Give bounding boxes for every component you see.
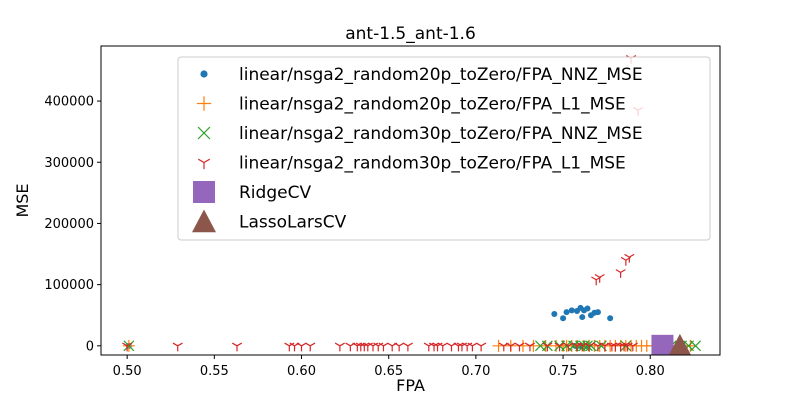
legend-label: linear/nsga2_random20p_toZero/FPA_NNZ_MS… <box>239 65 643 85</box>
data-point <box>539 339 552 352</box>
data-point <box>563 309 570 316</box>
legend-label: RidgeCV <box>239 183 311 203</box>
legend-label: linear/nsga2_random30p_toZero/FPA_L1_MSE <box>239 154 626 174</box>
data-point <box>231 342 243 352</box>
x-tick-label: 0.50 <box>113 364 142 379</box>
y-axis-title: MSE <box>13 183 32 217</box>
series-4 <box>651 334 674 355</box>
data-point <box>615 269 626 278</box>
legend-label: LassoLarsCV <box>239 213 347 233</box>
x-tick-label: 0.70 <box>461 364 490 379</box>
data-point <box>690 340 702 352</box>
data-point <box>514 342 525 352</box>
data-point <box>334 342 345 352</box>
data-point <box>607 315 614 322</box>
data-point <box>476 342 487 352</box>
series-5 <box>668 333 692 355</box>
data-point <box>594 309 601 316</box>
x-axis-title: FPA <box>396 376 425 395</box>
legend-marker <box>193 181 215 203</box>
data-point <box>524 342 536 352</box>
data-point <box>305 342 316 352</box>
y-tick-label: 0 <box>86 339 94 354</box>
data-point <box>668 333 692 355</box>
data-point <box>594 274 605 283</box>
chart-title: ant-1.5_ant-1.6 <box>345 24 476 44</box>
data-point <box>122 342 133 352</box>
legend-marker <box>197 126 211 140</box>
x-tick-label: 0.75 <box>549 364 578 379</box>
data-point <box>584 305 591 312</box>
data-point <box>402 342 413 352</box>
x-tick-label: 0.60 <box>287 364 316 379</box>
y-tick-label: 200000 <box>44 217 94 232</box>
plot-frame <box>100 45 721 356</box>
data-point <box>684 339 697 352</box>
data-point <box>579 314 586 321</box>
data-point <box>551 311 558 318</box>
legend-marker <box>197 158 211 170</box>
data-point <box>172 342 183 352</box>
y-tick-label: 400000 <box>44 95 94 110</box>
legend-label: linear/nsga2_random20p_toZero/FPA_L1_MSE <box>239 95 626 115</box>
legend-label: linear/nsga2_random30p_toZero/FPA_NNZ_MS… <box>239 124 643 144</box>
data-point <box>620 340 632 352</box>
data-point <box>627 342 638 352</box>
legend-marker <box>196 96 212 111</box>
legend-marker <box>192 209 216 233</box>
data-point <box>542 342 553 352</box>
data-point <box>123 340 135 352</box>
data-point <box>585 340 597 352</box>
x-tick-label: 0.65 <box>374 364 403 379</box>
data-point <box>624 253 635 263</box>
x-tick-label: 0.55 <box>200 364 229 379</box>
y-tick-label: 100000 <box>44 278 94 293</box>
legend-marker <box>200 70 208 78</box>
x-tick-label: 0.80 <box>636 364 665 379</box>
y-axis: 0 100000 200000 300000 400000 <box>44 95 101 354</box>
data-point <box>582 340 593 352</box>
x-axis: 0.50 0.55 0.60 0.65 0.70 0.75 0.80 <box>113 355 665 379</box>
data-point <box>651 334 674 355</box>
y-tick-label: 300000 <box>44 156 94 171</box>
data-point <box>568 307 575 314</box>
legend-box <box>177 56 711 241</box>
data-point <box>560 315 567 322</box>
data-point <box>492 339 505 352</box>
legend: linear/nsga2_random20p_toZero/FPA_NNZ_MS… <box>177 56 711 241</box>
